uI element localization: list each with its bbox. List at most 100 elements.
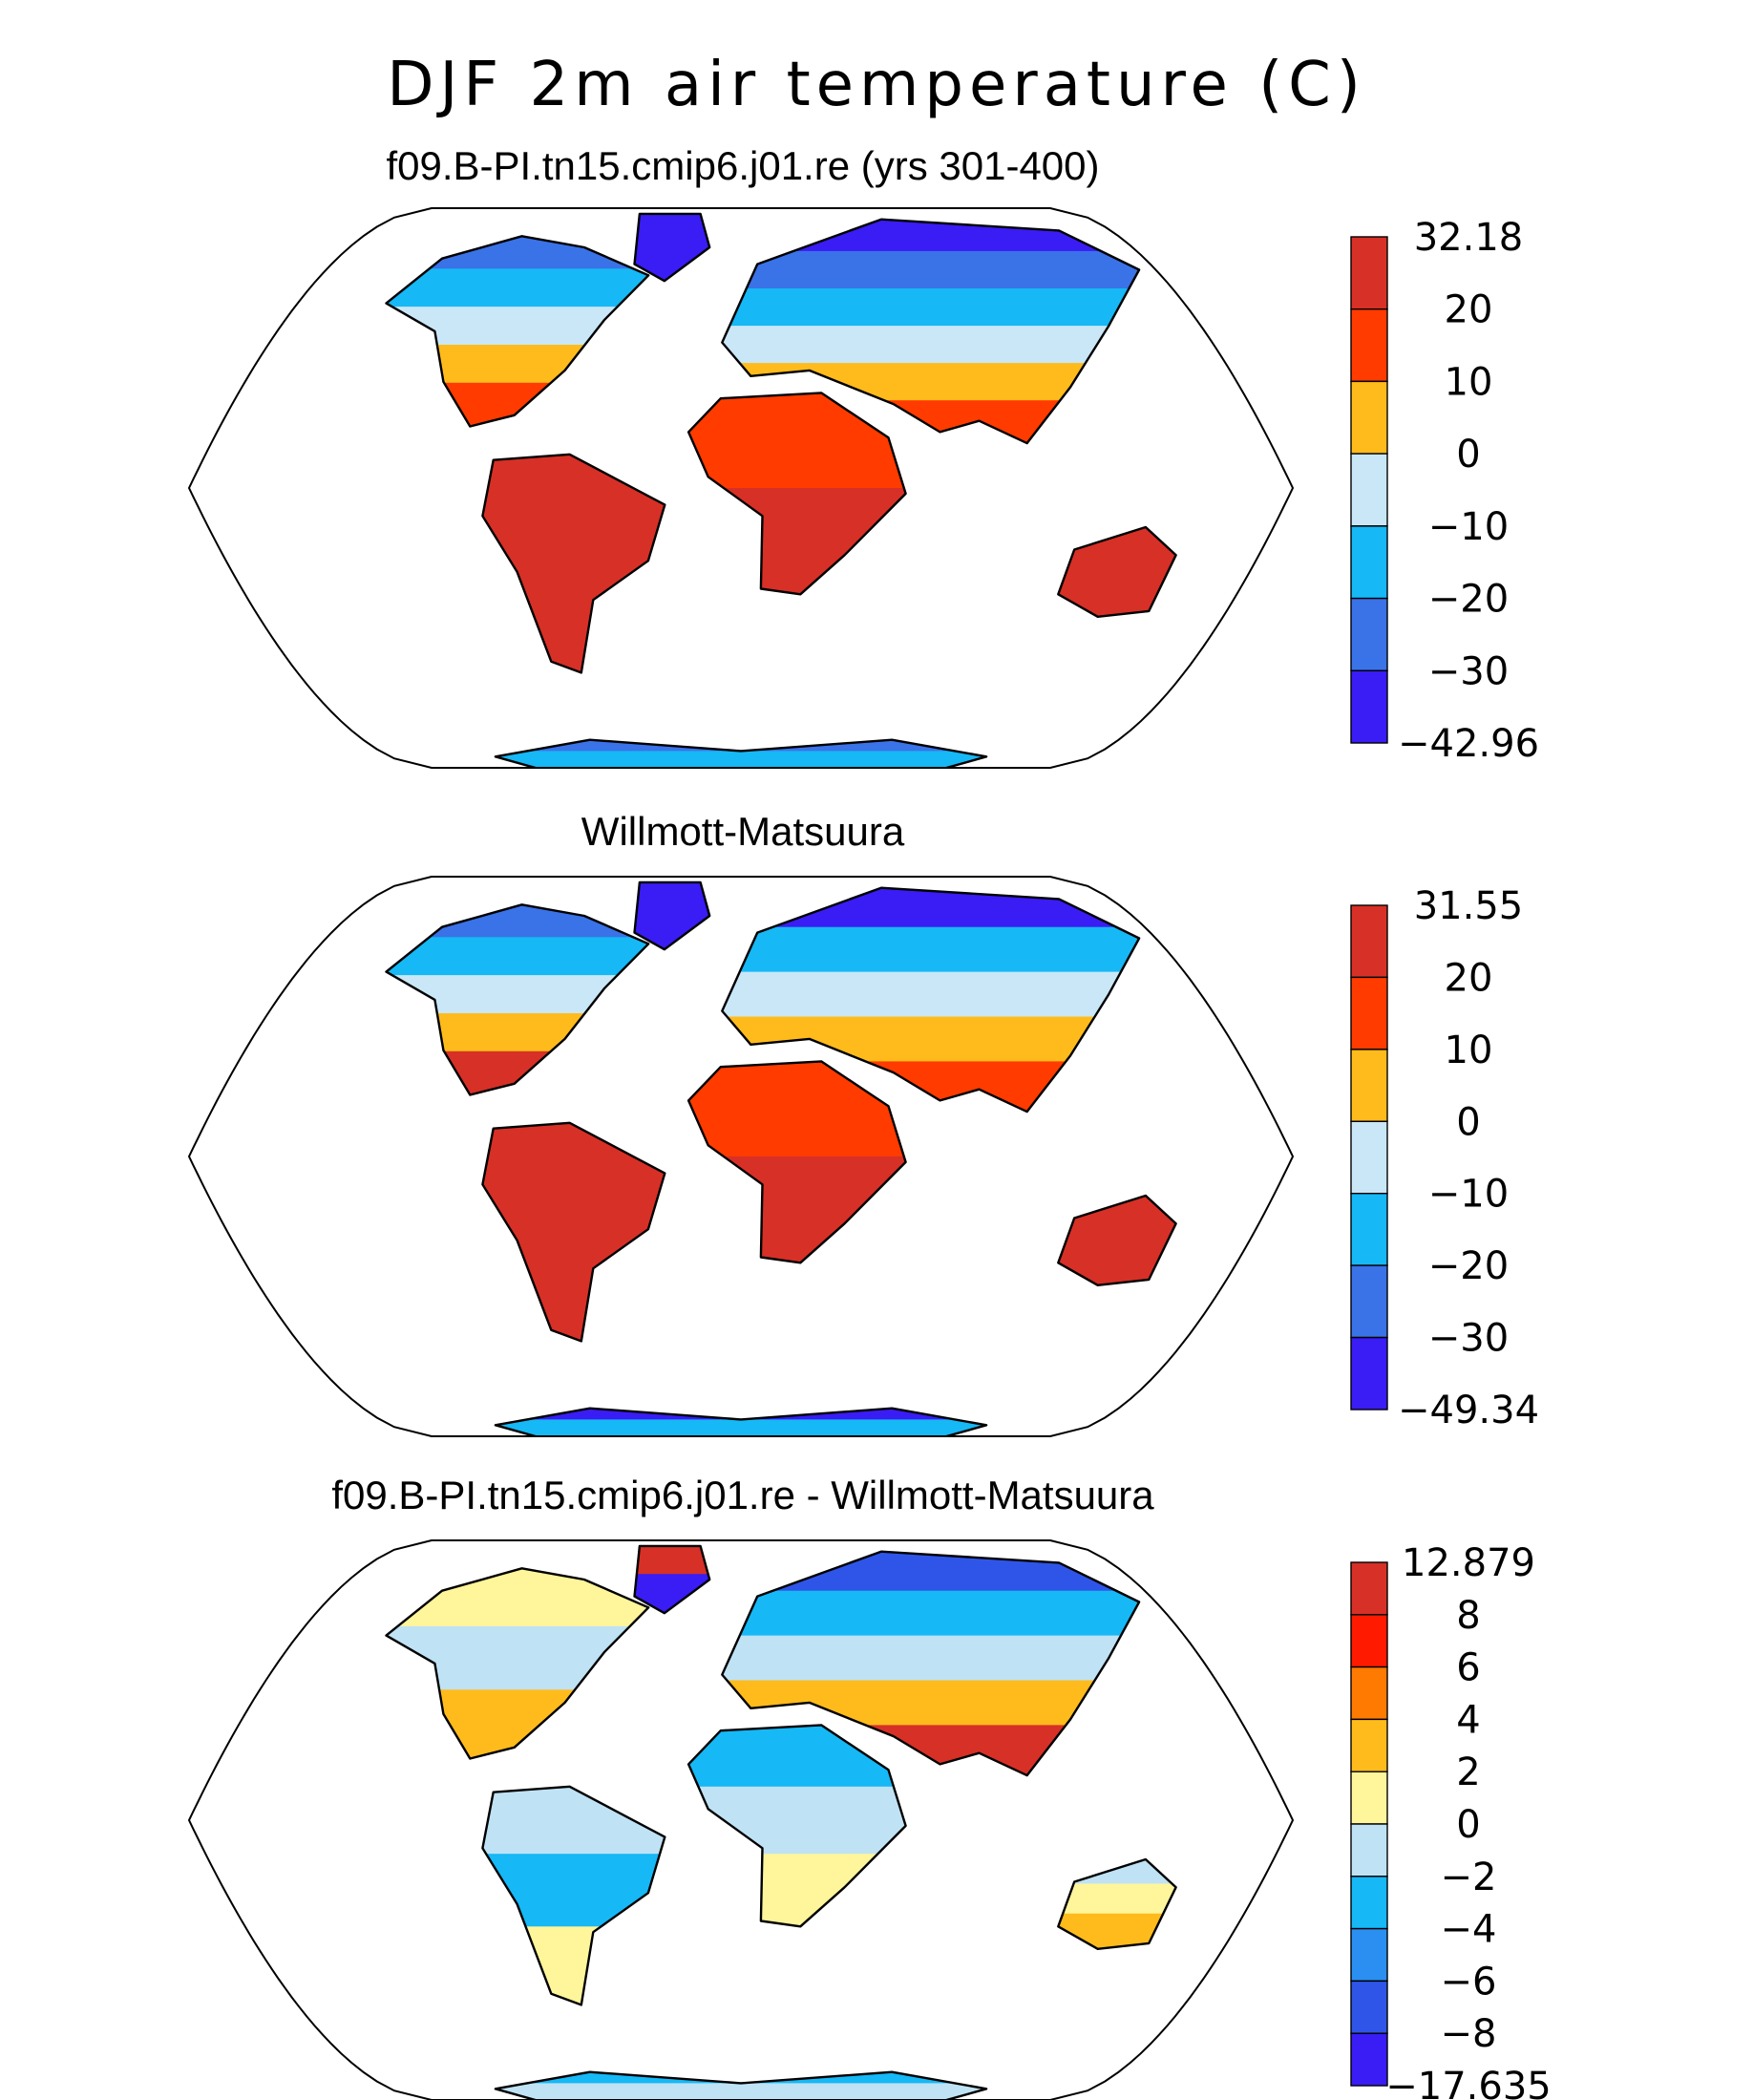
colorbar-tick-label: 6 (1456, 1646, 1480, 1690)
africa-band (688, 392, 906, 499)
panel-2-title: Willmott-Matsuura (581, 809, 905, 854)
eurasia-band (722, 1680, 1140, 1737)
southAmerica-coastline (481, 1785, 666, 2006)
eurasia-band (722, 1551, 1140, 1602)
colorbar-swatch (1350, 1876, 1388, 1930)
colorbar-swatch (1350, 1980, 1388, 2034)
southAmerica-coastline (481, 453, 666, 674)
map-frame-1 (187, 207, 1295, 769)
colorbar-tick-label: −4 (1441, 1908, 1497, 1952)
colorbar-tick-label: −42.96 (1398, 722, 1539, 766)
colorbar-tick-label: −49.34 (1398, 1389, 1539, 1432)
colorbar-tick-label: −2 (1441, 1856, 1497, 1899)
panel-3-title: f09.B-PI.tn15.cmip6.j01.re - Willmott-Ma… (331, 1473, 1154, 1517)
colorbar-swatch (1350, 669, 1388, 744)
colorbar-swatch (1350, 1049, 1388, 1123)
colorbar-tick-label: −20 (1428, 578, 1509, 622)
greenland-coastline (633, 212, 711, 283)
colorbar-tick-label: 0 (1456, 433, 1480, 477)
colorbar-swatch (1350, 1264, 1388, 1339)
map-panel-3 (385, 1544, 1177, 2100)
colorbar-swatch (1350, 380, 1388, 455)
australia-fill (1058, 1859, 1176, 1949)
colorbar-swatch (1350, 1120, 1388, 1195)
colorbar-tick-label: −8 (1441, 2012, 1497, 2056)
colorbar-swatch (1350, 1614, 1388, 1668)
australia-coastline (1057, 525, 1177, 618)
colorbar-swatch (1350, 453, 1388, 527)
map-panel-2 (385, 880, 1177, 1436)
colorbar-tick-label: 2 (1456, 1750, 1480, 1794)
antarctica-coastline (494, 1407, 988, 1436)
africa-coastline (686, 1724, 907, 1928)
australia-fill (1058, 527, 1176, 617)
australia-band (1058, 1196, 1176, 1285)
greenland-coastline (633, 1544, 711, 1615)
colorbar-tick-label: 0 (1456, 1803, 1480, 1847)
eurasia-coastline (721, 218, 1141, 445)
colorbar-swatch (1350, 1192, 1388, 1266)
colorbar-swatch (1350, 976, 1388, 1050)
africa-coastline (686, 392, 907, 596)
colorbar-swatch (1350, 1927, 1388, 1983)
colorbar-tick-label: −17.635 (1385, 2065, 1551, 2100)
australia-band (1058, 527, 1176, 617)
colorbar-swatch (1350, 2032, 1388, 2087)
colorbar-tick-label: 8 (1456, 1594, 1480, 1638)
colorbar-tick-label: −20 (1428, 1244, 1509, 1288)
greenland-band (634, 1545, 710, 1585)
colorbar-1: 32.18 20 10 0 −10 −20 −30 −42.96 (1350, 216, 1539, 766)
antarctica-fill (495, 739, 987, 768)
antarctica-fill (495, 1408, 987, 1436)
map-frame-2 (187, 876, 1295, 1437)
africa-band (688, 1725, 906, 1798)
australia-band (1058, 1913, 1176, 1949)
colorbar-swatch (1350, 525, 1388, 600)
colorbar-tick-label: −10 (1428, 1173, 1509, 1217)
colorbar-swatch (1350, 1718, 1388, 1772)
eurasia-band (722, 250, 1140, 300)
australia-coastline (1057, 1857, 1177, 1950)
colorbar-3: 12.879 8 6 4 2 0 −2 −4 −6 −8 −17.635 (1350, 1541, 1552, 2100)
eurasia-band (722, 219, 1140, 263)
colorbar-tick-label: 20 (1445, 288, 1493, 332)
colorbar-tick-label: 20 (1445, 956, 1493, 1000)
colorbar-tick-label: 12.879 (1402, 1541, 1535, 1585)
southAmerica-coastline (481, 1121, 666, 1343)
africa-band (688, 1061, 906, 1168)
northAmerica-coastline (385, 235, 650, 428)
colorbar-swatch (1350, 308, 1388, 383)
greenland-coastline (633, 880, 711, 951)
colorbar-2: 31.55 20 10 0 −10 −20 −30 −49.34 (1350, 884, 1539, 1432)
map-frame-3 (187, 1539, 1295, 2100)
eurasia-coastline (721, 886, 1141, 1114)
africa-band (688, 1786, 906, 1865)
colorbar-tick-label: −10 (1428, 505, 1509, 549)
eurasia-band (722, 887, 1140, 939)
colorbar-tick-label: 4 (1456, 1698, 1480, 1742)
colorbar-tick-label: 0 (1456, 1100, 1480, 1144)
panel-1-title: f09.B-PI.tn15.cmip6.j01.re (yrs 301-400) (386, 143, 1100, 188)
antarctica-band (495, 2083, 987, 2100)
colorbar-swatch (1350, 1336, 1388, 1411)
colorbar-tick-label: 31.55 (1414, 884, 1524, 928)
colorbar-swatch (1350, 597, 1388, 671)
eurasia-band (722, 326, 1140, 374)
figure-title: DJF 2m air temperature (C) (387, 50, 1366, 120)
africa-coastline (686, 1060, 907, 1264)
colorbar-swatch (1350, 236, 1388, 310)
colorbar-tick-label: −6 (1441, 1960, 1497, 2004)
colorbar-swatch (1350, 1665, 1388, 1721)
colorbar-swatch (1350, 1771, 1388, 1825)
colorbar-swatch (1350, 1823, 1388, 1877)
colorbar-tick-label: 10 (1445, 1029, 1493, 1072)
eurasia-coastline (721, 1550, 1141, 1777)
eurasia-band (722, 1016, 1140, 1073)
antarctica-band (495, 1419, 987, 1436)
northAmerica-coastline (385, 903, 650, 1096)
colorbar-tick-label: 10 (1445, 360, 1493, 404)
australia-fill (1058, 1196, 1176, 1285)
map-panel-1 (385, 212, 1177, 768)
australia-coastline (1057, 1194, 1177, 1286)
